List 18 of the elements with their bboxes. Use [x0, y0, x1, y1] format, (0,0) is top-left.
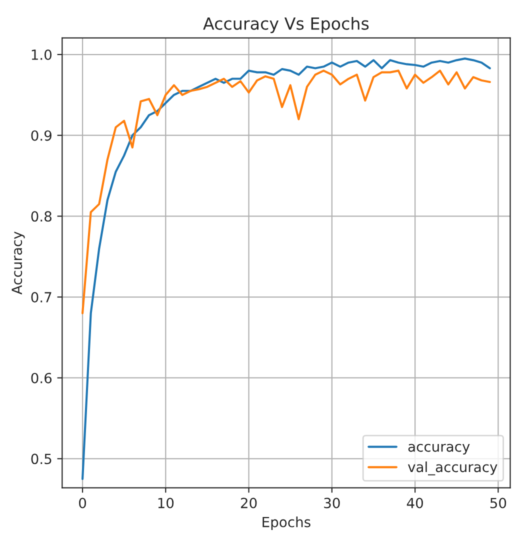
x-tick-label: 0	[79, 498, 86, 508]
legend-label: val_accuracy	[408, 461, 498, 476]
legend-label: accuracy	[408, 444, 470, 455]
x-axis-title: Epochs	[262, 516, 310, 530]
y-tick-label: 0.9	[31, 130, 52, 141]
x-tick-label: 30	[324, 498, 340, 508]
y-tick-label: 0.8	[31, 211, 52, 222]
x-tick-label: 10	[158, 498, 174, 508]
x-tick-label: 50	[490, 498, 506, 508]
y-tick-label: 1.0	[32, 49, 52, 60]
y-tick-label: 0.5	[31, 454, 52, 464]
x-tick-label: 20	[240, 498, 257, 508]
y-axis-title: Accuracy	[12, 232, 25, 294]
line-series	[81, 70, 491, 314]
y-tick-label: 0.7	[31, 292, 52, 302]
y-tick-label: 0.6	[31, 372, 52, 384]
chart-title: Accuracy Vs Epochs	[203, 16, 369, 34]
x-tick-label: 40	[406, 498, 423, 508]
